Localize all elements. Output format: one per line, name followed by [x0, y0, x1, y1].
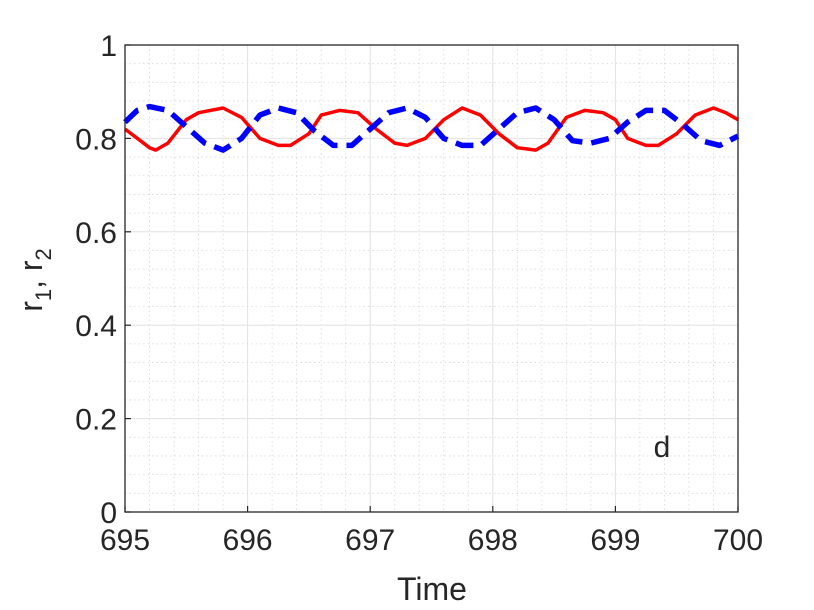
y-tick-label: 0.8: [75, 123, 117, 156]
series-layer: [123, 103, 740, 153]
series-line-2: [123, 103, 740, 153]
y-axis-label-sub1: 1: [31, 289, 56, 301]
y-axis-label-sep: ,: [13, 271, 49, 289]
y-axis-label-r2: r: [13, 260, 49, 271]
y-tick-label: 0.2: [75, 404, 117, 437]
y-tick-label: 0: [100, 497, 117, 530]
y-tick-label: 0.6: [75, 217, 117, 250]
y-axis-label: r1, r2: [13, 248, 56, 312]
ticks: 695 696 697 698 699 700 0 0.2 0.4 0.6 0.8 1: [75, 30, 763, 557]
plot-frame: [124, 44, 739, 513]
x-tick-label: 700: [713, 524, 763, 557]
x-tick-label: 697: [345, 524, 395, 557]
series-line-1: [123, 106, 739, 152]
y-tick-label: 1: [100, 30, 117, 63]
x-tick-label: 696: [223, 524, 273, 557]
y-tick-label: 0.4: [75, 310, 117, 343]
x-tick-label: 695: [100, 524, 150, 557]
panel-annotation: d: [654, 431, 671, 464]
grid: [124, 44, 739, 513]
x-tick-label: 698: [468, 524, 518, 557]
x-axis-label: Time: [397, 571, 467, 607]
y-axis-label-r1: r: [13, 301, 49, 312]
y-axis-label-sub2: 2: [31, 248, 56, 260]
x-tick-label: 699: [590, 524, 640, 557]
